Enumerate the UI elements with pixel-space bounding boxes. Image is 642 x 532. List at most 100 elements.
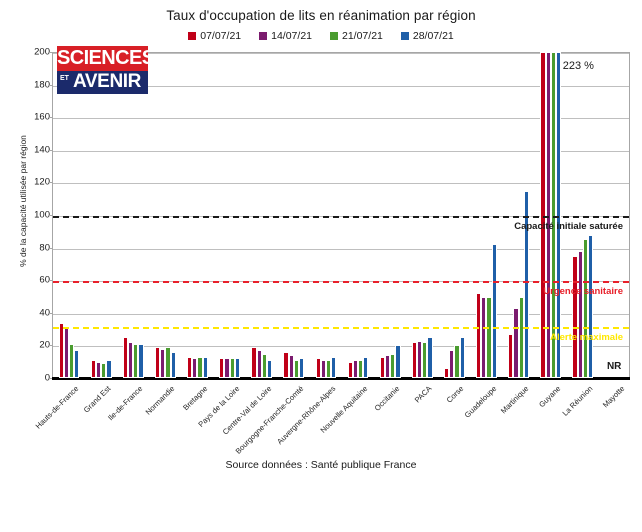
bar[interactable]: [491, 244, 497, 378]
bar[interactable]: [202, 356, 208, 378]
bar[interactable]: [299, 358, 305, 378]
bar[interactable]: [288, 355, 294, 378]
gridline: [53, 118, 629, 120]
bar[interactable]: [486, 296, 492, 378]
legend-swatch-icon: [330, 32, 338, 40]
bar[interactable]: [266, 360, 273, 378]
bar-group: [535, 52, 567, 378]
bar[interactable]: [325, 360, 332, 378]
guyane-value-annotation: 223 %: [562, 60, 594, 72]
bar[interactable]: [165, 347, 171, 378]
bar[interactable]: [427, 337, 433, 378]
bar[interactable]: [197, 356, 203, 378]
y-tick-label: 120: [34, 176, 50, 188]
bar[interactable]: [320, 360, 326, 378]
y-tick-label: 100: [34, 209, 50, 221]
legend-swatch-icon: [400, 32, 409, 40]
gridline: [53, 313, 629, 315]
legend-label: 07/07/21: [200, 30, 242, 42]
y-tick-mark: [48, 312, 52, 314]
bar[interactable]: [358, 360, 364, 378]
bar[interactable]: [411, 342, 418, 378]
bar[interactable]: [384, 355, 391, 378]
bar[interactable]: [363, 356, 369, 378]
bar[interactable]: [58, 322, 64, 378]
bar[interactable]: [315, 358, 321, 378]
bar[interactable]: [219, 358, 225, 378]
bar[interactable]: [555, 52, 562, 378]
bar[interactable]: [513, 307, 519, 378]
bar[interactable]: [588, 234, 594, 378]
bar[interactable]: [293, 360, 299, 378]
bar[interactable]: [224, 358, 230, 378]
legend-item[interactable]: 28/07/21: [400, 30, 454, 42]
bar[interactable]: [540, 52, 546, 378]
bar[interactable]: [395, 345, 401, 378]
bar[interactable]: [523, 190, 529, 378]
bar[interactable]: [582, 239, 588, 378]
bar[interactable]: [128, 342, 134, 378]
bar[interactable]: [550, 52, 556, 378]
bar[interactable]: [476, 293, 482, 378]
bar[interactable]: [459, 337, 465, 378]
bar[interactable]: [352, 360, 359, 378]
bar[interactable]: [95, 361, 102, 378]
bar[interactable]: [331, 356, 337, 378]
bar[interactable]: [138, 343, 144, 378]
x-axis-baseline: [52, 377, 630, 380]
bar[interactable]: [444, 368, 450, 378]
bar[interactable]: [347, 361, 353, 378]
y-tick-label: 20: [39, 339, 50, 351]
bar[interactable]: [283, 351, 289, 378]
y-tick-mark: [48, 84, 52, 86]
bar[interactable]: [187, 356, 193, 378]
bar[interactable]: [63, 325, 70, 378]
bar[interactable]: [155, 347, 161, 378]
bar[interactable]: [101, 363, 107, 378]
bar[interactable]: [454, 345, 460, 378]
bar[interactable]: [170, 351, 176, 378]
logo-line-1: SCIENCES: [57, 46, 148, 71]
bar[interactable]: [256, 350, 262, 378]
bar[interactable]: [106, 360, 112, 378]
bar[interactable]: [192, 358, 198, 378]
bar[interactable]: [133, 343, 139, 378]
bar[interactable]: [229, 358, 235, 378]
bar[interactable]: [481, 296, 487, 378]
bar[interactable]: [508, 334, 514, 378]
bar[interactable]: [234, 358, 240, 378]
bar[interactable]: [577, 250, 583, 378]
gridline: [53, 248, 629, 250]
bar[interactable]: [251, 347, 257, 378]
chart-container: Taux d'occupation de lits en réanimation…: [0, 0, 642, 482]
chart-legend: 07/07/21 14/07/21 21/07/21 28/07/21: [0, 30, 642, 42]
bar[interactable]: [545, 52, 551, 378]
bar[interactable]: [160, 348, 166, 378]
legend-item[interactable]: 14/07/21: [259, 30, 312, 42]
legend-item[interactable]: 07/07/21: [188, 30, 241, 42]
bar[interactable]: [69, 343, 75, 378]
legend-item[interactable]: 21/07/21: [330, 30, 383, 42]
y-tick-mark: [48, 52, 52, 53]
y-axis-tick-labels: 0 20 40 60 80 100 120 140 160 180 200: [0, 0, 52, 482]
y-tick-label: 60: [39, 274, 50, 286]
bar[interactable]: [261, 353, 267, 378]
bar-group: [310, 53, 342, 378]
bar[interactable]: [379, 356, 385, 378]
threshold-line-capacite-initiale-saturee: [53, 216, 629, 218]
y-tick-label: 40: [39, 307, 50, 319]
bar-group: [567, 53, 599, 378]
threshold-label-capacite-initiale-saturee: Capacité initiale saturée: [514, 221, 623, 232]
bar[interactable]: [122, 337, 129, 378]
bar[interactable]: [390, 353, 396, 378]
bar[interactable]: [518, 296, 524, 378]
bar[interactable]: [417, 340, 423, 378]
bar[interactable]: [449, 350, 455, 378]
bar[interactable]: [74, 350, 80, 378]
bar-group: [503, 53, 535, 378]
y-tick-mark: [48, 280, 52, 282]
bar[interactable]: [90, 360, 96, 378]
bar[interactable]: [422, 342, 428, 378]
bar[interactable]: [572, 255, 578, 378]
y-tick-label: 80: [39, 242, 50, 254]
